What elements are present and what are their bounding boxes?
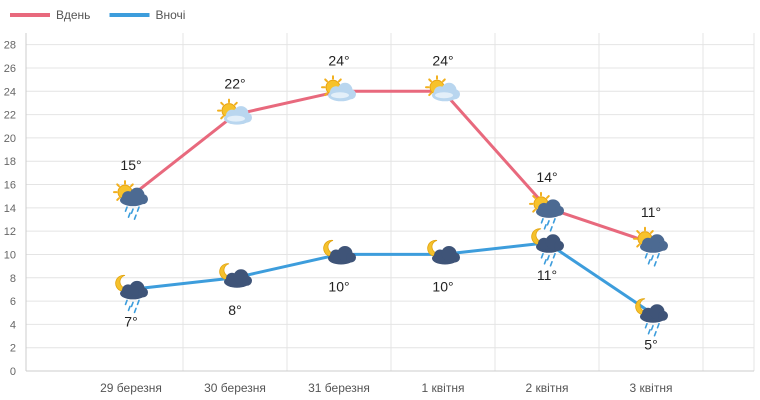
data-label-day: 24° xyxy=(328,52,349,68)
series-line-day xyxy=(129,89,653,245)
data-label-day: 14° xyxy=(536,169,557,185)
data-label-night: 10° xyxy=(432,278,453,294)
data-label-day: 15° xyxy=(120,157,141,173)
legend-item[interactable]: Вдень xyxy=(10,8,90,22)
data-label-night: 7° xyxy=(124,313,137,329)
y-tick-label: 14 xyxy=(4,203,16,215)
data-label-day: 24° xyxy=(432,52,453,68)
x-tick-label: 31 березня xyxy=(308,381,370,395)
moon-cloud-icon xyxy=(219,263,252,288)
moon-cloud-rain-icon xyxy=(531,228,564,267)
sun-cloud-icon xyxy=(217,98,252,125)
moon-cloud-icon xyxy=(323,239,356,265)
sun-cloud-icon xyxy=(321,75,356,102)
data-label-night: 5° xyxy=(644,337,657,353)
moon-cloud-rain-icon xyxy=(115,274,148,314)
x-tick-label: 1 квітня xyxy=(422,381,465,395)
legend-label: Вдень xyxy=(56,8,90,22)
legend: Вдень Вночі xyxy=(10,8,185,22)
data-label-night: 10° xyxy=(328,278,349,294)
moon-cloud-rain-icon xyxy=(635,298,668,337)
data-label-night: 11° xyxy=(537,267,557,283)
y-tick-label: 4 xyxy=(10,319,16,331)
sun-cloud-rain-icon xyxy=(113,180,148,220)
y-tick-label: 26 xyxy=(4,63,16,75)
y-tick-label: 24 xyxy=(4,86,16,98)
x-tick-label: 3 квітня xyxy=(630,381,673,395)
sun-cloud-rain-icon xyxy=(633,226,668,267)
legend-swatch xyxy=(109,13,150,17)
x-tick-label: 2 квітня xyxy=(526,381,569,395)
data-labels: 15° 22° 24° 24° 14° 11° 7° 8° 10° 10° 11° 5° xyxy=(120,52,661,352)
sun-cloud-icon xyxy=(425,75,460,102)
y-tick-label: 6 xyxy=(10,296,16,308)
weather-icons xyxy=(113,75,668,337)
y-tick-label: 2 xyxy=(10,343,16,355)
y-tick-label: 12 xyxy=(4,226,16,238)
y-tick-label: 0 xyxy=(10,366,16,378)
y-tick-label: 28 xyxy=(4,40,16,52)
legend-item[interactable]: Вночі xyxy=(109,8,186,22)
legend-label: Вночі xyxy=(156,8,186,22)
y-tick-label: 18 xyxy=(4,156,16,168)
sun-cloud-rain-icon xyxy=(529,191,564,232)
y-tick-label: 8 xyxy=(10,273,16,285)
y-tick-label: 22 xyxy=(4,110,16,122)
data-label-day: 11° xyxy=(641,204,661,220)
x-tick-label: 30 березня xyxy=(204,381,266,395)
x-tick-label: 29 березня xyxy=(100,381,162,395)
y-tick-label: 10 xyxy=(4,249,16,261)
moon-cloud-icon xyxy=(427,239,460,265)
y-tick-label: 16 xyxy=(4,180,16,192)
legend-swatch xyxy=(10,13,50,17)
series-lines xyxy=(129,89,653,315)
y-tick-label: 20 xyxy=(4,133,16,145)
data-label-day: 22° xyxy=(224,76,245,92)
series-line-night xyxy=(129,241,653,315)
data-label-night: 8° xyxy=(228,302,241,318)
